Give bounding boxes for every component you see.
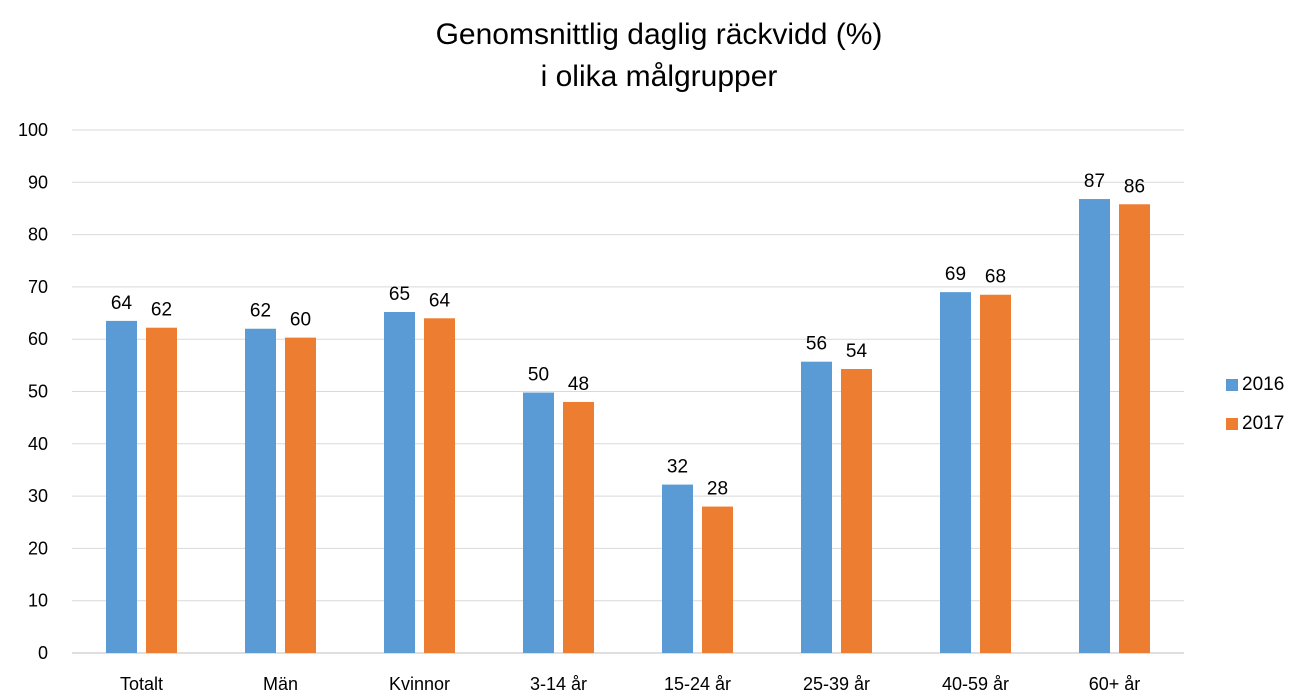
data-label: 32 [667, 457, 688, 478]
bar-2017 [563, 401, 594, 653]
data-label: 69 [945, 264, 966, 285]
bar-2017 [980, 294, 1011, 653]
data-label: 68 [985, 267, 1006, 288]
bar-2017 [424, 318, 455, 653]
data-label: 64 [429, 290, 451, 311]
data-label: 56 [806, 334, 827, 355]
x-tick-label: 15-24 år [664, 674, 731, 694]
data-label: 86 [1124, 176, 1145, 197]
data-label: 48 [568, 374, 589, 395]
x-tick-label: Män [263, 674, 298, 694]
legend-label-2016: 2016 [1242, 374, 1285, 395]
bar-2017 [702, 506, 733, 653]
legend-item-2016: 2016 [1226, 374, 1284, 396]
y-tick-label: 100 [18, 120, 48, 140]
chart-title-line2: i olika målgrupper [540, 60, 778, 93]
bar-2016 [384, 312, 415, 653]
bar-2017 [841, 369, 872, 653]
chart-title-line1: Genomsnittlig daglig räckvidd (%) [435, 18, 883, 51]
bar-2016 [940, 292, 971, 653]
y-tick-label: 70 [28, 277, 48, 297]
y-tick-label: 30 [28, 486, 48, 506]
legend-swatch-2017 [1226, 418, 1238, 430]
x-tick-label: 60+ år [1089, 674, 1141, 694]
y-tick-label: 50 [28, 382, 48, 402]
bar-2017 [285, 337, 316, 653]
y-tick-label: 40 [28, 434, 48, 454]
data-label: 64 [111, 293, 133, 314]
bar-2016 [245, 328, 276, 653]
x-tick-label: 25-39 år [803, 674, 870, 694]
bar-2016 [523, 392, 554, 653]
legend-label-2017: 2017 [1242, 413, 1285, 434]
y-tick-label: 90 [28, 172, 48, 192]
legend-item-2017: 2017 [1226, 413, 1284, 435]
x-tick-label: Totalt [120, 674, 163, 694]
legend: 2016 2017 [1226, 374, 1284, 452]
y-tick-label: 10 [28, 591, 48, 611]
bar-2016 [801, 361, 832, 653]
bar-2016 [1079, 199, 1110, 653]
data-label: 50 [528, 365, 549, 386]
bar-2017 [146, 327, 177, 653]
data-label: 60 [290, 310, 311, 331]
data-label: 65 [389, 284, 410, 305]
y-tick-label: 20 [28, 538, 48, 558]
y-tick-label: 60 [28, 329, 48, 349]
bar-2017 [1119, 204, 1150, 654]
x-tick-label: 40-59 år [942, 674, 1009, 694]
chart-title: Genomsnittlig daglig räckvidd (%) i olik… [0, 14, 1297, 98]
data-label: 87 [1084, 171, 1105, 192]
data-label: 28 [707, 479, 728, 500]
legend-swatch-2016 [1226, 379, 1238, 391]
x-tick-label: 3-14 år [530, 674, 587, 694]
bar-2016 [106, 320, 137, 653]
data-label: 54 [846, 341, 868, 362]
x-tick-label: Kvinnor [389, 674, 450, 694]
y-tick-label: 0 [38, 643, 48, 663]
bar-2016 [662, 484, 693, 653]
y-tick-label: 80 [28, 225, 48, 245]
data-label: 62 [250, 301, 271, 322]
data-label: 62 [151, 300, 172, 321]
